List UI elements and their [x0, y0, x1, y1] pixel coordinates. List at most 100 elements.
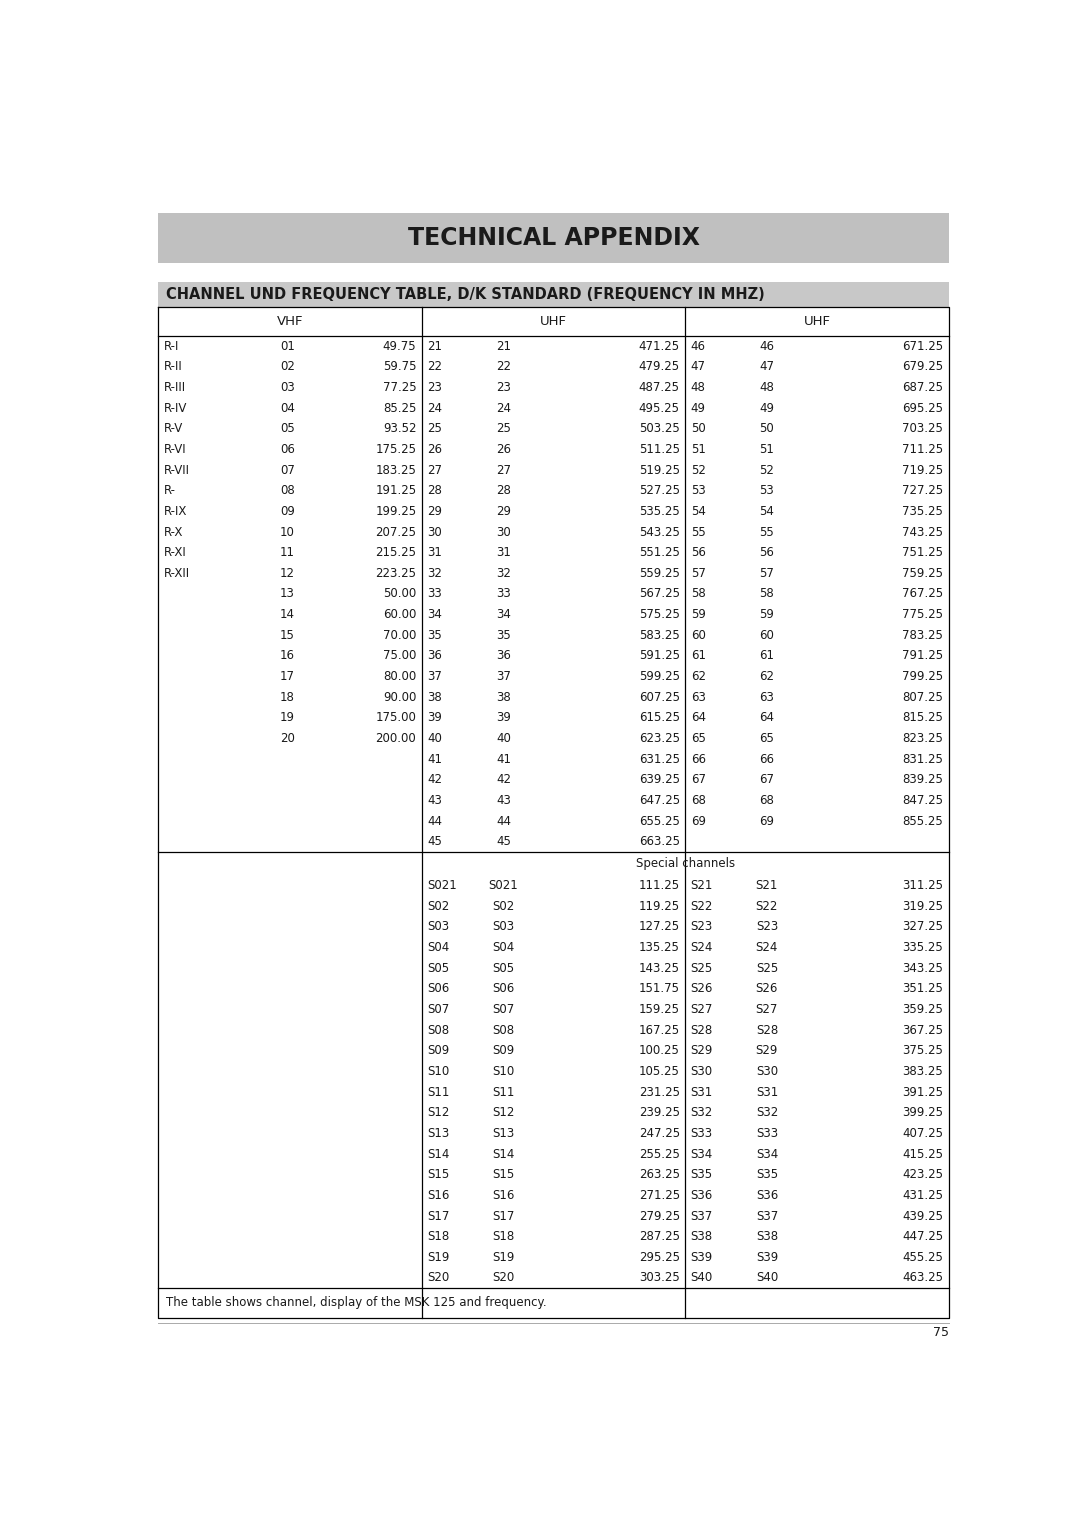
Text: S14: S14 [428, 1148, 449, 1161]
Text: 431.25: 431.25 [902, 1189, 943, 1203]
Text: 50.00: 50.00 [383, 587, 416, 601]
Text: 191.25: 191.25 [375, 484, 416, 497]
Text: S15: S15 [428, 1169, 449, 1181]
Text: 90.00: 90.00 [383, 691, 416, 704]
Text: 37: 37 [496, 671, 511, 683]
Text: 62: 62 [759, 671, 774, 683]
Text: 57: 57 [691, 567, 705, 579]
Text: R-IV: R-IV [164, 402, 187, 414]
Text: R-XI: R-XI [164, 545, 187, 559]
Text: 50: 50 [759, 422, 774, 435]
Text: S30: S30 [691, 1065, 713, 1077]
Text: 359.25: 359.25 [903, 1002, 943, 1016]
Text: 343.25: 343.25 [903, 961, 943, 975]
Text: 39: 39 [496, 712, 511, 724]
Text: 01: 01 [280, 339, 295, 353]
Text: 495.25: 495.25 [639, 402, 679, 414]
Text: UHF: UHF [540, 315, 567, 327]
Text: S22: S22 [756, 900, 778, 912]
Text: S10: S10 [428, 1065, 449, 1077]
Text: S26: S26 [691, 983, 713, 995]
Text: S36: S36 [691, 1189, 713, 1203]
Text: 41: 41 [428, 753, 442, 766]
Text: 35: 35 [428, 630, 442, 642]
Text: 25: 25 [496, 422, 511, 435]
Text: S03: S03 [428, 920, 449, 934]
Text: S07: S07 [428, 1002, 449, 1016]
Text: 559.25: 559.25 [639, 567, 679, 579]
Text: 855.25: 855.25 [903, 814, 943, 828]
Text: 75: 75 [933, 1326, 948, 1340]
Text: 70.00: 70.00 [383, 630, 416, 642]
Text: 18: 18 [280, 691, 295, 704]
Text: 703.25: 703.25 [903, 422, 943, 435]
Text: 119.25: 119.25 [638, 900, 679, 912]
Text: 743.25: 743.25 [902, 526, 943, 538]
Text: 36: 36 [428, 649, 442, 663]
Text: 271.25: 271.25 [638, 1189, 679, 1203]
Text: S03: S03 [492, 920, 514, 934]
Text: VHF: VHF [276, 315, 303, 327]
Text: R-: R- [164, 484, 176, 497]
Text: 08: 08 [280, 484, 295, 497]
Text: S38: S38 [691, 1230, 713, 1244]
Text: 75.00: 75.00 [383, 649, 416, 663]
Text: 69: 69 [691, 814, 705, 828]
Text: 19: 19 [280, 712, 295, 724]
Text: S34: S34 [756, 1148, 778, 1161]
Text: S17: S17 [492, 1210, 515, 1222]
Text: 21: 21 [496, 339, 511, 353]
Text: S31: S31 [691, 1085, 713, 1099]
Text: S39: S39 [691, 1251, 713, 1264]
Text: 61: 61 [759, 649, 774, 663]
Text: 30: 30 [428, 526, 442, 538]
Text: 319.25: 319.25 [902, 900, 943, 912]
Text: S24: S24 [691, 941, 713, 953]
Text: 66: 66 [759, 753, 774, 766]
Text: 17: 17 [280, 671, 295, 683]
Text: 38: 38 [428, 691, 442, 704]
Text: 847.25: 847.25 [902, 795, 943, 807]
Text: 807.25: 807.25 [903, 691, 943, 704]
Text: 06: 06 [280, 443, 295, 455]
Text: 551.25: 551.25 [639, 545, 679, 559]
Text: 25: 25 [428, 422, 442, 435]
Text: S19: S19 [492, 1251, 515, 1264]
Text: 223.25: 223.25 [376, 567, 416, 579]
Text: 287.25: 287.25 [639, 1230, 679, 1244]
Text: 28: 28 [496, 484, 511, 497]
Text: R-VII: R-VII [164, 463, 190, 477]
Text: 40: 40 [428, 732, 442, 746]
Text: S34: S34 [691, 1148, 713, 1161]
Text: 567.25: 567.25 [639, 587, 679, 601]
Text: S28: S28 [691, 1024, 713, 1036]
Text: S11: S11 [428, 1085, 449, 1099]
Text: 14: 14 [280, 608, 295, 622]
Text: 527.25: 527.25 [639, 484, 679, 497]
Text: S27: S27 [691, 1002, 713, 1016]
Text: 31: 31 [496, 545, 511, 559]
Text: 775.25: 775.25 [902, 608, 943, 622]
Text: 33: 33 [428, 587, 442, 601]
Text: S33: S33 [756, 1128, 778, 1140]
Text: 183.25: 183.25 [376, 463, 416, 477]
Text: 41: 41 [496, 753, 511, 766]
Text: S21: S21 [756, 879, 778, 892]
Text: 35: 35 [496, 630, 511, 642]
Text: 58: 58 [759, 587, 774, 601]
Text: S13: S13 [428, 1128, 449, 1140]
Text: 29: 29 [428, 504, 442, 518]
Text: 607.25: 607.25 [639, 691, 679, 704]
Text: 05: 05 [280, 422, 295, 435]
Text: 60.00: 60.00 [383, 608, 416, 622]
Text: 623.25: 623.25 [639, 732, 679, 746]
Text: 463.25: 463.25 [902, 1271, 943, 1285]
Text: R-I: R-I [164, 339, 179, 353]
Text: S21: S21 [691, 879, 713, 892]
Text: S11: S11 [492, 1085, 515, 1099]
Text: 543.25: 543.25 [639, 526, 679, 538]
Text: 54: 54 [691, 504, 705, 518]
Text: 231.25: 231.25 [639, 1085, 679, 1099]
Text: S30: S30 [756, 1065, 778, 1077]
Text: 65: 65 [759, 732, 774, 746]
